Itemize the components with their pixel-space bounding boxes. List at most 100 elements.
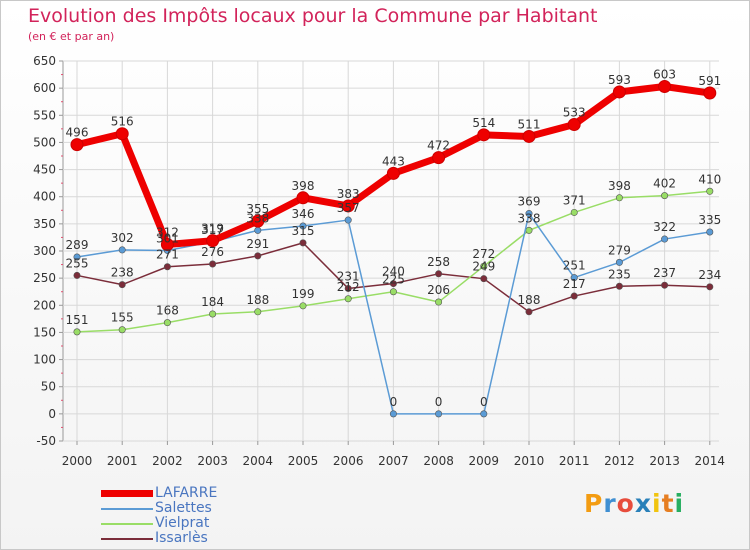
data-point xyxy=(160,237,174,251)
data-label: 291 xyxy=(246,237,269,251)
data-point xyxy=(615,282,623,290)
y-tick-label: 350 xyxy=(33,217,56,231)
data-label: 199 xyxy=(292,287,315,301)
data-point xyxy=(344,295,352,303)
data-label: 338 xyxy=(246,211,269,225)
legend-item-vielprat: Vielprat xyxy=(101,516,301,531)
data-label: 272 xyxy=(472,247,495,261)
legend-item-issarlès: Issarlès xyxy=(101,531,301,546)
data-point xyxy=(615,258,623,266)
data-point xyxy=(206,234,220,248)
legend-swatch xyxy=(101,523,153,525)
data-point xyxy=(612,85,626,99)
data-point xyxy=(389,410,397,418)
logo-letter: x xyxy=(634,489,652,518)
data-label: 398 xyxy=(608,179,631,193)
x-tick-label: 2007 xyxy=(378,454,409,468)
legend-label: LAFARRE xyxy=(155,485,218,501)
data-point xyxy=(477,128,491,142)
data-label: 322 xyxy=(653,220,676,234)
data-label: 443 xyxy=(382,154,405,168)
logo-letter: o xyxy=(616,489,635,518)
data-label: 357 xyxy=(337,201,360,215)
data-point xyxy=(615,194,623,202)
data-point xyxy=(341,199,355,213)
data-label: 237 xyxy=(653,266,676,280)
x-tick-label: 2011 xyxy=(559,454,590,468)
logo-letter: P xyxy=(584,489,604,518)
data-point xyxy=(209,260,217,268)
x-tick-label: 2014 xyxy=(695,454,726,468)
data-label: 511 xyxy=(518,117,541,131)
data-point xyxy=(567,118,581,132)
data-label: 496 xyxy=(66,126,89,140)
data-point xyxy=(570,292,578,300)
x-tick-label: 2005 xyxy=(288,454,319,468)
legend-swatch xyxy=(101,490,153,497)
data-point xyxy=(432,151,446,165)
data-point xyxy=(299,222,307,230)
y-tick-label: 150 xyxy=(33,325,56,339)
y-tick-label: 250 xyxy=(33,271,56,285)
data-label: 346 xyxy=(292,207,315,221)
data-point xyxy=(435,410,443,418)
data-label: 591 xyxy=(698,74,721,88)
x-tick-label: 2012 xyxy=(604,454,635,468)
data-point xyxy=(706,283,714,291)
legend-item-salettes: Salettes xyxy=(101,501,301,516)
data-point xyxy=(522,129,536,143)
data-point xyxy=(118,326,126,334)
data-label: 184 xyxy=(201,295,224,309)
data-label: 238 xyxy=(111,266,134,280)
data-point xyxy=(163,319,171,327)
data-point xyxy=(296,191,310,205)
y-tick-label: 200 xyxy=(33,298,56,312)
data-point xyxy=(254,252,262,260)
data-point xyxy=(73,271,81,279)
data-point xyxy=(480,410,488,418)
data-label: 235 xyxy=(608,267,631,281)
data-point xyxy=(661,281,669,289)
data-point xyxy=(703,86,717,100)
data-point xyxy=(299,302,307,310)
data-label: 383 xyxy=(337,187,360,201)
logo-letter: r xyxy=(603,489,617,518)
legend-label: Vielprat xyxy=(155,515,210,531)
data-label: 225 xyxy=(382,273,405,287)
y-tick-label: 300 xyxy=(33,244,56,258)
data-label: 168 xyxy=(156,304,179,318)
data-label: 410 xyxy=(698,172,721,186)
legend-swatch xyxy=(101,538,153,540)
data-point xyxy=(118,281,126,289)
x-tick-label: 2010 xyxy=(514,454,545,468)
data-point xyxy=(70,138,84,152)
y-tick-label: 550 xyxy=(33,108,56,122)
data-point xyxy=(525,226,533,234)
x-tick-label: 2002 xyxy=(152,454,183,468)
y-tick-label: 450 xyxy=(33,163,56,177)
data-label: 302 xyxy=(111,231,134,245)
data-label: 472 xyxy=(427,139,450,153)
y-tick-label: -50 xyxy=(36,434,56,448)
data-label: 301 xyxy=(156,231,179,245)
data-label: 276 xyxy=(201,245,224,259)
data-label: 369 xyxy=(518,195,541,209)
data-label: 234 xyxy=(698,268,721,282)
data-point xyxy=(570,208,578,216)
y-tick-label: 0 xyxy=(48,407,56,421)
data-point xyxy=(251,214,265,228)
data-label: 319 xyxy=(201,222,224,236)
y-tick-label: 100 xyxy=(33,353,56,367)
data-label: 317 xyxy=(201,223,224,237)
data-point xyxy=(209,310,217,318)
x-tick-label: 2006 xyxy=(333,454,364,468)
data-label: 217 xyxy=(563,277,586,291)
data-point xyxy=(480,275,488,283)
data-label: 335 xyxy=(698,213,721,227)
data-label: 212 xyxy=(337,280,360,294)
data-label: 371 xyxy=(563,193,586,207)
y-tick-label: 650 xyxy=(33,54,56,68)
data-label: 593 xyxy=(608,73,631,87)
y-tick-label: 50 xyxy=(41,380,56,394)
